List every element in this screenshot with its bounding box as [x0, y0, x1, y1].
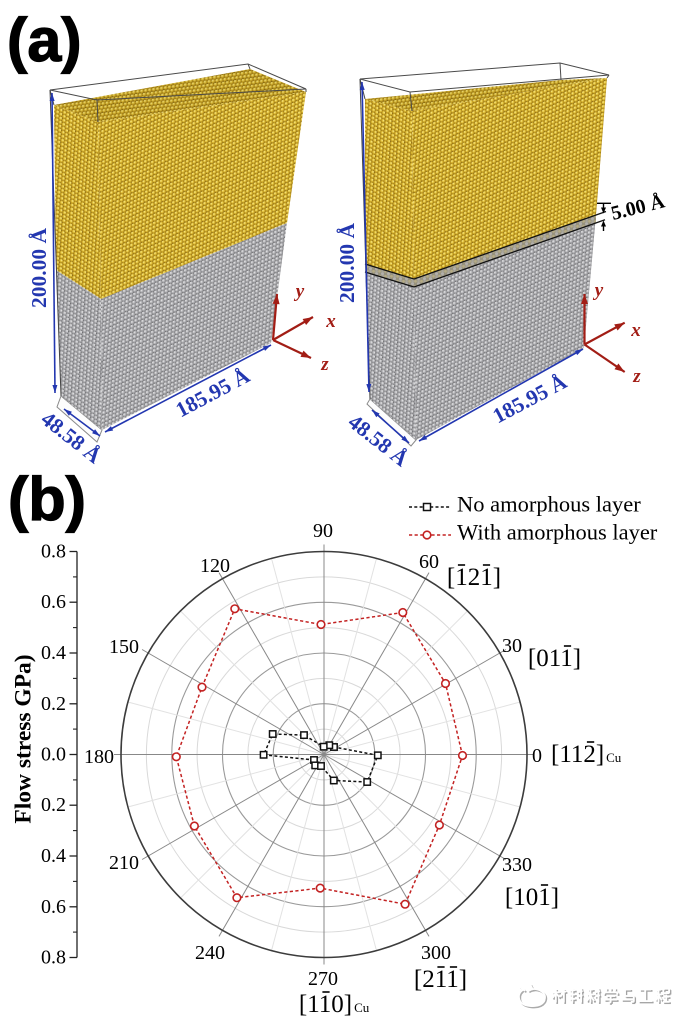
svg-text:270: 270 [308, 968, 338, 990]
svg-text:0.4: 0.4 [41, 845, 66, 867]
svg-text:0.0: 0.0 [41, 744, 66, 766]
svg-text:90: 90 [313, 520, 333, 542]
svg-text:30: 30 [502, 635, 522, 657]
svg-text:210: 210 [109, 852, 139, 874]
svg-text:0.8: 0.8 [41, 541, 66, 563]
svg-text:0.6: 0.6 [41, 896, 66, 918]
svg-text:300: 300 [421, 942, 451, 964]
svg-text:y: y [593, 280, 604, 301]
svg-text:0.2: 0.2 [41, 794, 66, 816]
svg-text:180: 180 [84, 746, 114, 768]
svg-text:[211]: [211] [414, 966, 467, 993]
svg-text:150: 150 [109, 636, 139, 658]
svg-text:0.4: 0.4 [41, 642, 66, 664]
svg-text:[112]: [112] [551, 741, 604, 768]
svg-text:240: 240 [195, 942, 225, 964]
svg-text:(b): (b) [8, 465, 86, 533]
svg-text:Cu: Cu [606, 750, 622, 765]
svg-text:With amorphous layer: With amorphous layer [457, 520, 658, 545]
svg-text:[101]: [101] [505, 884, 559, 911]
svg-text:Flow stress GPa): Flow stress GPa) [11, 654, 37, 823]
svg-text:z: z [632, 366, 641, 387]
svg-text:(a): (a) [7, 6, 82, 74]
svg-text:200.00 Å: 200.00 Å [335, 223, 359, 304]
svg-text:No amorphous layer: No amorphous layer [457, 492, 641, 517]
svg-text:[110]: [110] [299, 991, 352, 1018]
svg-text:0: 0 [532, 745, 542, 767]
svg-text:Cu: Cu [354, 1000, 370, 1015]
svg-text:60: 60 [419, 551, 439, 573]
svg-text:[121]: [121] [447, 564, 501, 591]
svg-text:[011]: [011] [528, 645, 581, 672]
svg-text:330: 330 [502, 854, 532, 876]
svg-text:x: x [325, 311, 336, 332]
svg-text:x: x [630, 320, 641, 341]
svg-text:0.8: 0.8 [41, 947, 66, 969]
svg-text:0.2: 0.2 [41, 693, 66, 715]
svg-text:120: 120 [200, 555, 230, 577]
svg-text:0.6: 0.6 [41, 591, 66, 613]
svg-text:y: y [294, 281, 305, 302]
svg-text:200.00 Å: 200.00 Å [27, 228, 51, 309]
svg-text:z: z [320, 354, 329, 375]
